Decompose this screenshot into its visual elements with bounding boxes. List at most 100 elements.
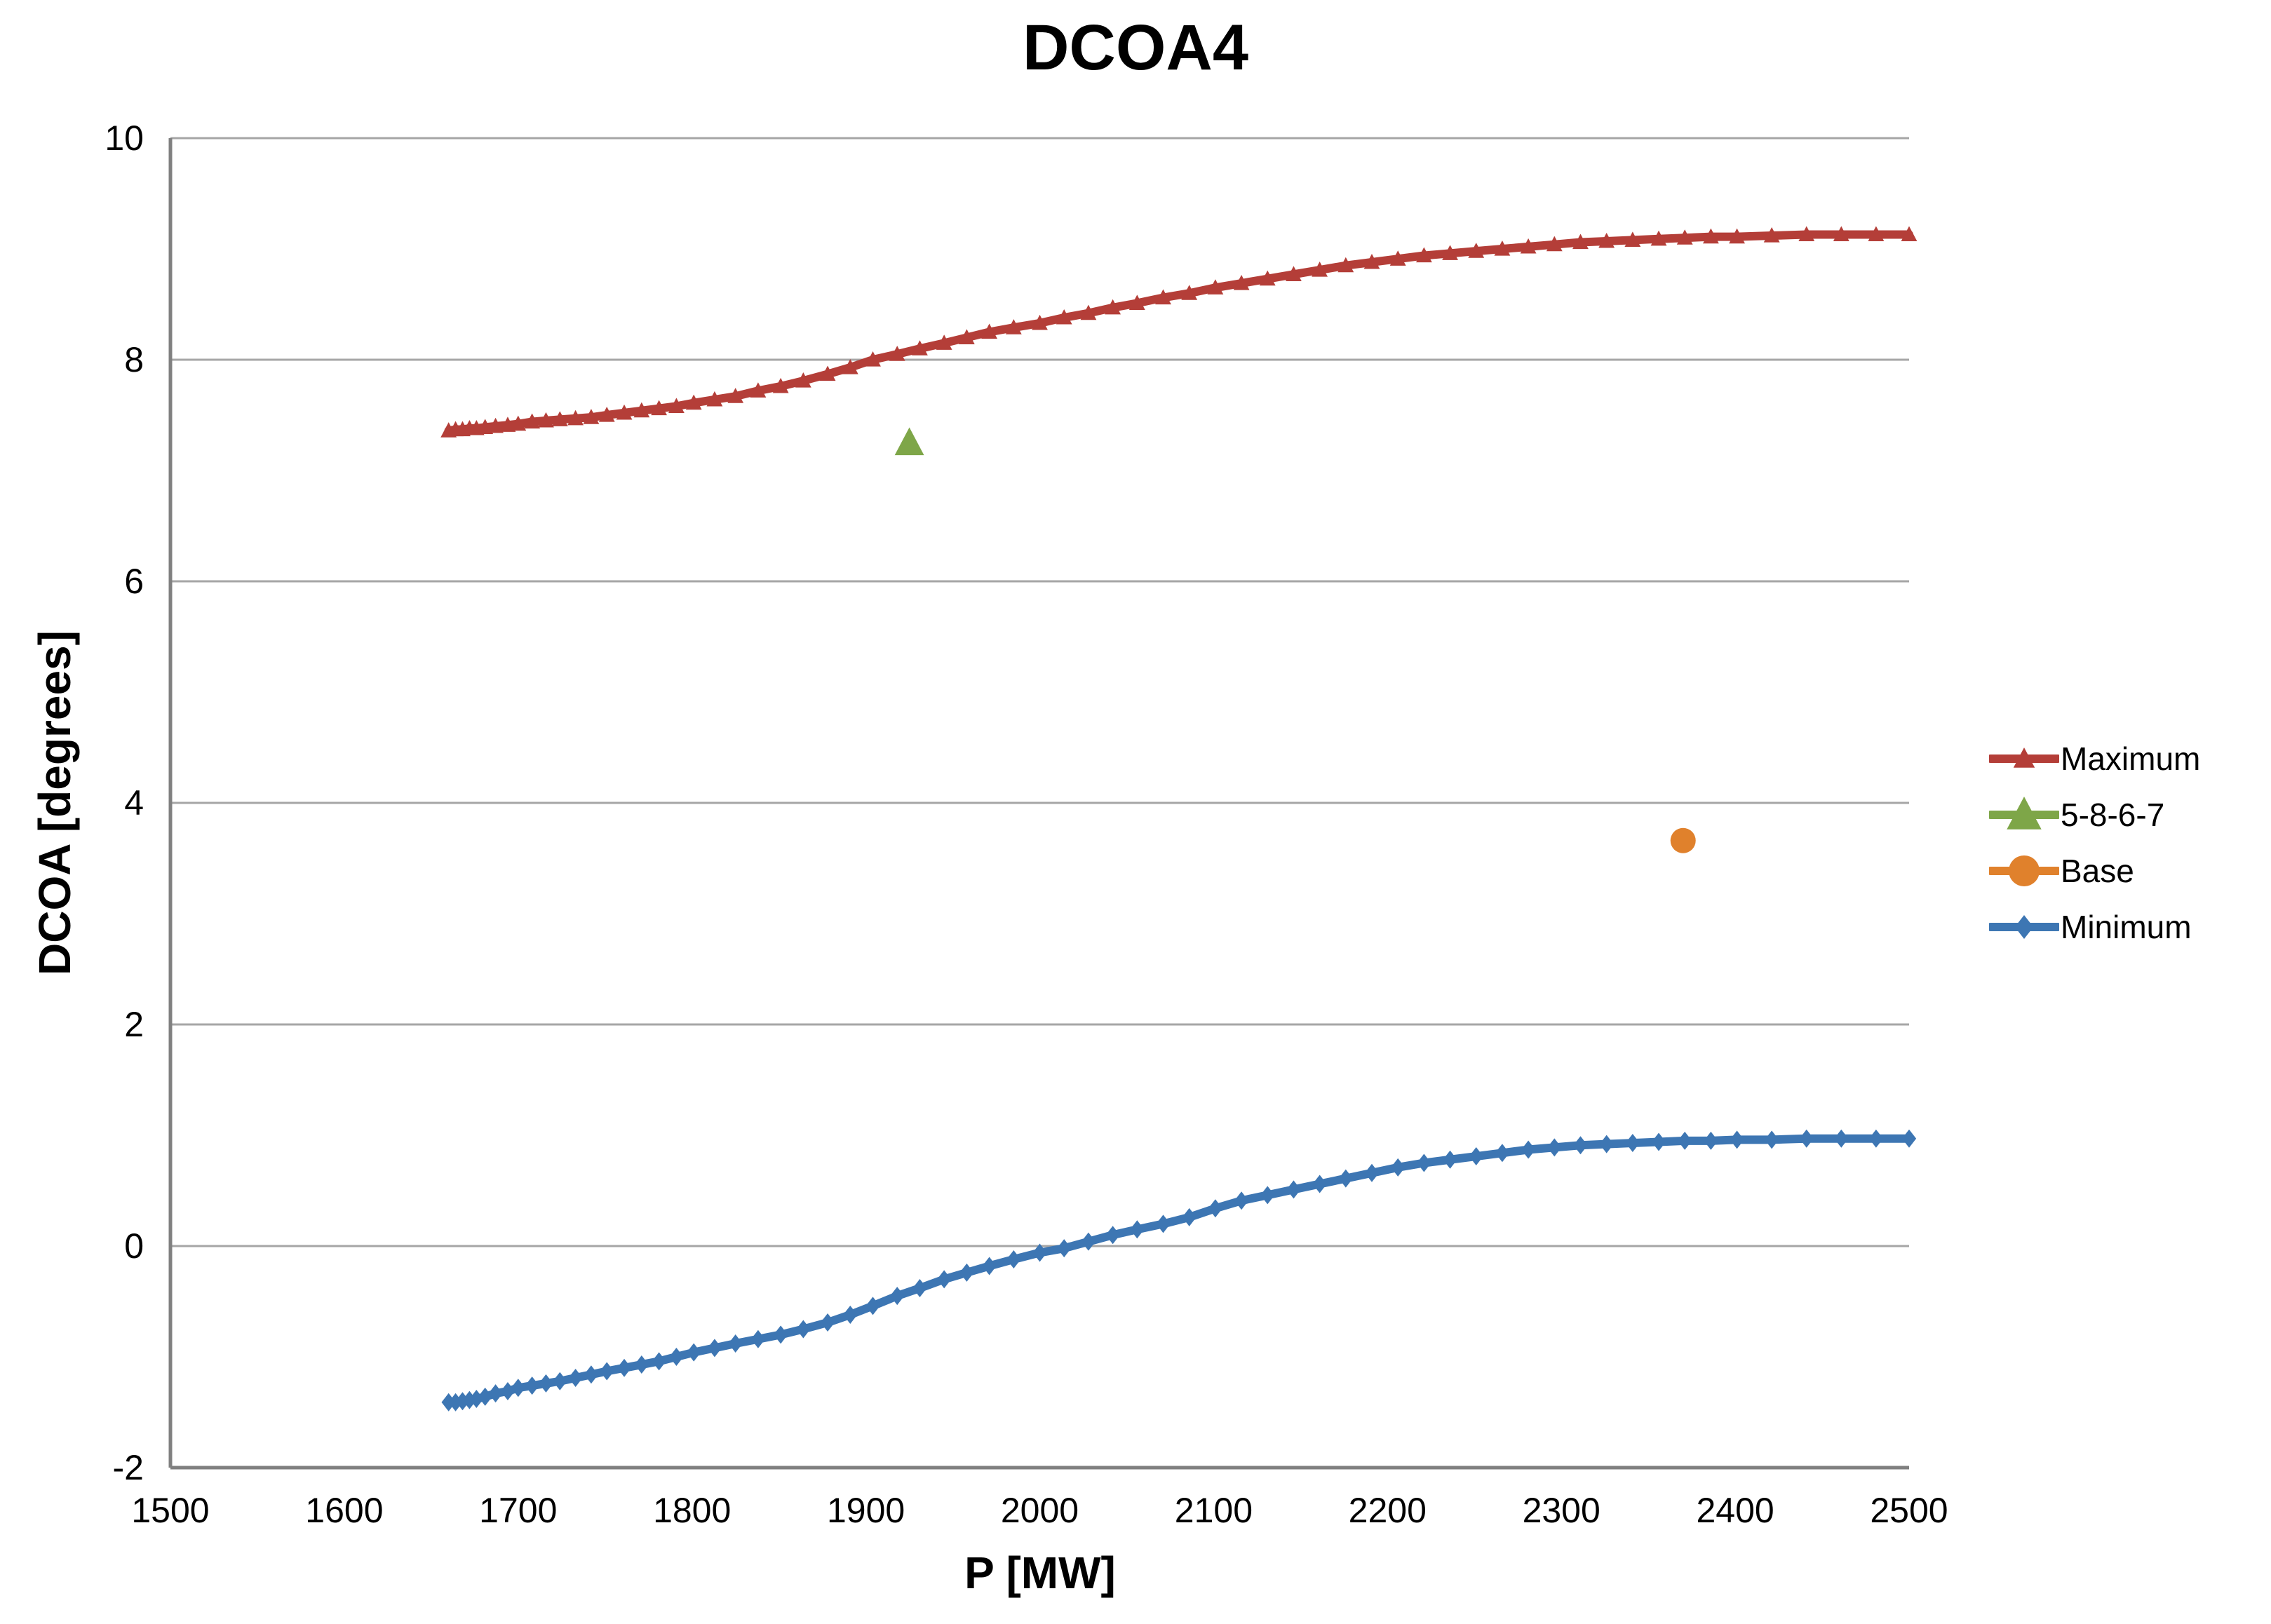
- y-tick-label: -2: [112, 1448, 144, 1487]
- series-maximum-marker: [598, 407, 615, 422]
- series-maximum-marker: [1520, 238, 1537, 254]
- legend-marker: [2007, 797, 2042, 830]
- series-maximum-marker: [819, 365, 836, 381]
- series-minimum-marker: [1599, 1135, 1614, 1153]
- series-minimum-marker: [1868, 1129, 1884, 1148]
- chart-title: DCOA4: [1022, 12, 1249, 83]
- legend-item-maximum: Maximum: [1989, 731, 2200, 787]
- series-minimum-marker: [1651, 1132, 1666, 1151]
- series-minimum-marker: [669, 1348, 684, 1366]
- series-maximum-marker: [487, 417, 504, 433]
- series-maximum-marker: [1729, 228, 1745, 244]
- series-minimum-marker: [553, 1372, 567, 1390]
- x-tick-label: 2400: [1696, 1491, 1774, 1530]
- series-maximum-marker: [1901, 226, 1918, 242]
- series-minimum-marker: [1443, 1150, 1457, 1169]
- series-maximum-marker: [1233, 274, 1250, 290]
- series-minimum-marker: [843, 1305, 858, 1324]
- legend-label: Maximum: [2061, 740, 2201, 777]
- series-minimum-marker: [1547, 1138, 1562, 1157]
- series-minimum-marker: [890, 1287, 905, 1306]
- series-minimum-marker: [511, 1379, 525, 1398]
- series-minimum-marker: [1391, 1158, 1406, 1177]
- series-minimum-marker: [616, 1358, 632, 1377]
- series-maximum-marker: [1442, 245, 1458, 260]
- series-minimum-marker: [1704, 1131, 1718, 1150]
- series-maximum-marker: [1702, 228, 1719, 244]
- series-maximum-marker: [1468, 243, 1485, 258]
- series-maximum-marker: [1337, 257, 1354, 273]
- series-maximum-marker: [912, 340, 928, 356]
- legend-item-5-8-6-7: 5-8-6-7: [1989, 787, 2200, 843]
- legend-marker-icon: [1989, 915, 2059, 939]
- series-minimum-marker: [478, 1387, 492, 1406]
- series-maximum-marker: [936, 334, 952, 350]
- series-minimum-marker: [937, 1270, 952, 1289]
- series-minimum-marker: [1678, 1131, 1692, 1150]
- x-tick-label: 2100: [1174, 1491, 1253, 1530]
- series-maximum-marker: [795, 372, 811, 388]
- series-maximum-marker: [1080, 304, 1097, 320]
- series-minimum-marker: [1130, 1220, 1145, 1239]
- series-minimum-marker: [982, 1257, 997, 1275]
- series-maximum-marker: [1389, 250, 1406, 266]
- series-maximum-marker: [958, 329, 975, 344]
- series-maximum-marker: [1415, 247, 1432, 263]
- series-minimum-marker: [959, 1263, 974, 1282]
- legend-marker-icon: [1989, 797, 2059, 830]
- x-tick-label: 1900: [826, 1491, 905, 1530]
- series-maximum-marker: [1363, 253, 1380, 269]
- series-maximum-marker: [981, 323, 998, 339]
- legend-label: 5-8-6-7: [2061, 797, 2165, 833]
- series-minimum-marker: [488, 1384, 503, 1403]
- series-maximum-marker: [510, 415, 527, 431]
- y-tick-label: 2: [124, 1005, 144, 1044]
- series-minimum-marker: [773, 1325, 788, 1344]
- series-minimum-marker: [1338, 1169, 1353, 1188]
- series-maximum-marker: [1572, 234, 1589, 250]
- series-minimum-marker: [750, 1329, 766, 1348]
- legend-marker-icon: [1989, 747, 2059, 768]
- legend-label: Base: [2061, 853, 2134, 889]
- series-maximum-marker: [1650, 230, 1667, 246]
- series-minimum-marker: [1834, 1129, 1849, 1148]
- x-tick-label: 2300: [1522, 1491, 1601, 1530]
- legend-marker-icon: [1989, 855, 2059, 886]
- series-maximum-marker: [750, 382, 767, 398]
- series-maximum-marker: [1286, 266, 1302, 281]
- series-maximum-marker: [668, 398, 685, 413]
- series-minimum-marker: [1006, 1250, 1021, 1268]
- series-minimum-marker: [820, 1313, 835, 1332]
- x-tick-label: 2200: [1348, 1491, 1427, 1530]
- series-maximum-marker: [1624, 231, 1641, 247]
- series-maximum-marker: [842, 359, 858, 374]
- series-maximum-marker: [1155, 289, 1171, 305]
- series-maximum-marker: [1676, 229, 1693, 245]
- x-tick-label: 1500: [131, 1491, 210, 1530]
- series-maximum-marker: [567, 410, 584, 426]
- series-maximum-marker: [706, 391, 723, 407]
- series-minimum-marker: [1208, 1199, 1223, 1218]
- series-minimum-marker: [865, 1297, 880, 1315]
- series-minimum-line: [444, 1134, 1913, 1407]
- series-maximum-marker: [583, 409, 600, 424]
- x-tick-label: 1600: [305, 1491, 384, 1530]
- series-maximum-marker: [1798, 226, 1815, 242]
- y-tick-label: 8: [124, 340, 144, 379]
- series-maximum-marker: [1207, 279, 1224, 295]
- series-minimum-marker: [1901, 1129, 1917, 1148]
- series-maximum-marker: [538, 412, 554, 428]
- series-minimum-marker: [1156, 1214, 1171, 1233]
- series-maximum-marker: [1598, 232, 1615, 248]
- series-maximum-marker: [1868, 226, 1885, 242]
- series-minimum-marker: [1234, 1191, 1249, 1210]
- series-minimum-marker: [687, 1343, 701, 1362]
- series-minimum-marker: [1057, 1239, 1072, 1258]
- series-maximum-marker: [727, 388, 744, 403]
- series-maximum-marker: [551, 411, 568, 426]
- x-tick-label: 1800: [653, 1491, 732, 1530]
- series-minimum-marker: [1182, 1207, 1197, 1226]
- series-maximum-marker: [1259, 270, 1276, 286]
- series-minimum-marker: [539, 1374, 553, 1393]
